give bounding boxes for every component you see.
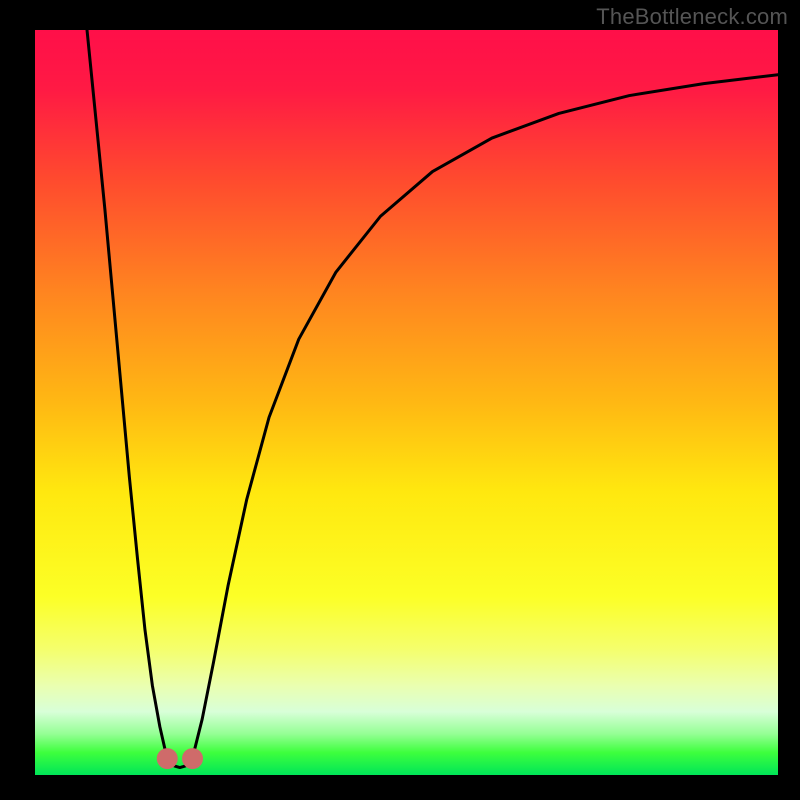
- bottleneck-chart: [0, 0, 800, 800]
- dip-marker: [183, 749, 203, 769]
- watermark-text: TheBottleneck.com: [596, 4, 788, 30]
- dip-marker: [157, 749, 177, 769]
- chart-container: TheBottleneck.com: [0, 0, 800, 800]
- plot-background-gradient: [35, 30, 778, 775]
